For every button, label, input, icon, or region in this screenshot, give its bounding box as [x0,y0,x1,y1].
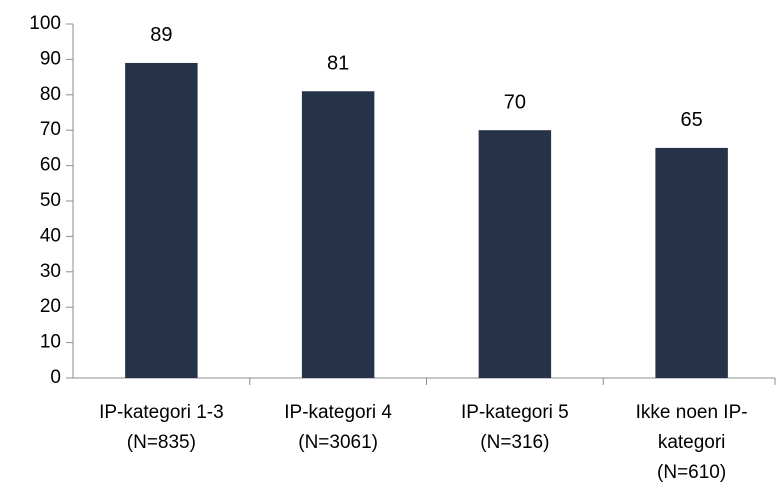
value-label: 89 [150,24,172,46]
x-tick-label: IP-kategori 4 (N=3061) [284,402,392,453]
bar [125,62,198,378]
y-tick-label: 0 [50,367,61,388]
y-tick-label: 70 [40,119,61,140]
bar [655,147,728,378]
bar [478,130,552,378]
x-tick-label: IP-kategori 1-3 (N=835) [99,402,224,453]
y-tick-label: 60 [40,155,61,176]
y-tick-label: 50 [40,190,61,211]
bar [301,91,375,378]
value-label: 81 [327,53,349,75]
value-label: 65 [681,109,703,131]
y-tick-label: 100 [29,13,61,34]
y-tick-label: 80 [40,84,61,105]
y-tick-label: 40 [40,225,61,246]
x-tick-label: Ikke noen IP-kategori (N=610) [636,402,748,483]
y-tick-label: 90 [40,48,61,69]
y-tick-label: 30 [40,261,61,282]
y-tick-label: 20 [40,296,61,317]
value-label: 70 [504,91,526,113]
x-tick-label: IP-kategori 5 (N=316) [461,402,569,453]
y-tick-label: 10 [40,332,61,353]
